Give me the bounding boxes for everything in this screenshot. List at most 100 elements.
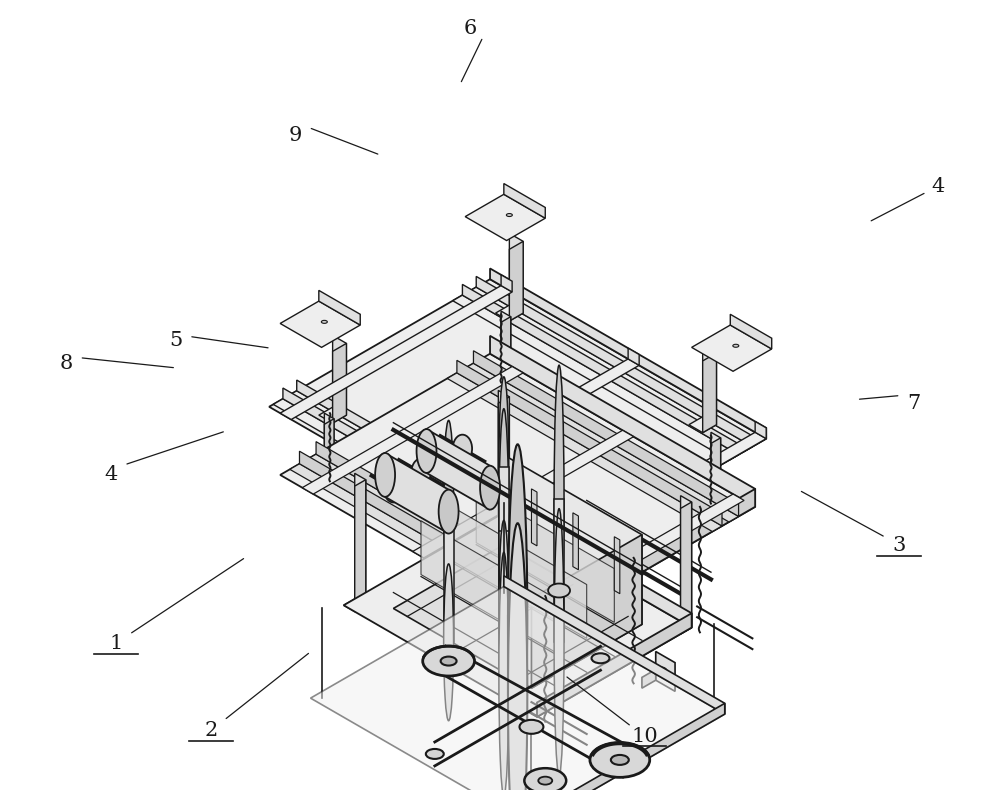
Polygon shape — [537, 613, 692, 717]
Ellipse shape — [657, 669, 663, 672]
Polygon shape — [504, 576, 725, 714]
Ellipse shape — [499, 520, 509, 701]
Polygon shape — [280, 354, 755, 628]
Text: 7: 7 — [907, 394, 920, 413]
Polygon shape — [534, 540, 544, 614]
Ellipse shape — [417, 429, 436, 473]
Ellipse shape — [411, 459, 431, 486]
Polygon shape — [306, 454, 581, 613]
Polygon shape — [755, 422, 766, 439]
Polygon shape — [333, 335, 346, 415]
Ellipse shape — [439, 490, 459, 533]
Polygon shape — [413, 430, 634, 558]
Polygon shape — [311, 587, 725, 791]
Polygon shape — [280, 301, 360, 347]
Polygon shape — [467, 287, 752, 452]
Polygon shape — [681, 496, 692, 627]
Polygon shape — [449, 505, 587, 638]
Polygon shape — [534, 534, 544, 608]
Text: 8: 8 — [60, 354, 73, 373]
Polygon shape — [509, 233, 523, 313]
Polygon shape — [642, 669, 656, 688]
Polygon shape — [444, 499, 454, 642]
Polygon shape — [269, 279, 766, 566]
Polygon shape — [523, 494, 744, 622]
Polygon shape — [355, 479, 366, 611]
Polygon shape — [501, 311, 511, 385]
Polygon shape — [319, 290, 360, 325]
Text: 3: 3 — [892, 536, 905, 554]
Polygon shape — [464, 363, 739, 522]
Polygon shape — [537, 585, 548, 717]
Ellipse shape — [499, 409, 509, 653]
Polygon shape — [628, 348, 639, 365]
Polygon shape — [681, 502, 692, 634]
Ellipse shape — [524, 768, 566, 791]
Text: 9: 9 — [289, 126, 302, 145]
Ellipse shape — [423, 646, 475, 676]
Polygon shape — [531, 535, 642, 688]
Polygon shape — [319, 407, 346, 423]
Ellipse shape — [384, 475, 403, 502]
Polygon shape — [393, 545, 642, 688]
Ellipse shape — [538, 777, 552, 785]
Polygon shape — [730, 314, 772, 349]
Polygon shape — [499, 531, 509, 674]
Ellipse shape — [592, 653, 609, 664]
Text: 2: 2 — [204, 721, 218, 740]
Polygon shape — [549, 547, 559, 564]
Ellipse shape — [499, 552, 509, 791]
Polygon shape — [407, 359, 639, 493]
Polygon shape — [531, 703, 725, 791]
Ellipse shape — [733, 344, 739, 347]
Polygon shape — [743, 436, 752, 452]
Polygon shape — [526, 447, 540, 527]
Polygon shape — [498, 391, 509, 522]
Ellipse shape — [321, 320, 327, 324]
Ellipse shape — [590, 743, 650, 778]
Ellipse shape — [554, 509, 564, 776]
Polygon shape — [526, 455, 540, 535]
Polygon shape — [498, 397, 509, 528]
Polygon shape — [504, 184, 545, 218]
Ellipse shape — [453, 435, 472, 463]
Ellipse shape — [520, 720, 543, 734]
Ellipse shape — [508, 523, 527, 791]
Polygon shape — [297, 380, 573, 551]
Ellipse shape — [499, 377, 509, 557]
Ellipse shape — [548, 451, 554, 454]
Polygon shape — [421, 520, 559, 654]
Polygon shape — [344, 516, 692, 717]
Polygon shape — [290, 464, 565, 623]
Polygon shape — [711, 438, 721, 512]
Polygon shape — [526, 704, 548, 717]
Polygon shape — [465, 195, 545, 240]
Polygon shape — [537, 578, 548, 710]
Polygon shape — [501, 274, 512, 292]
Polygon shape — [462, 285, 739, 455]
Polygon shape — [299, 451, 565, 617]
Polygon shape — [473, 350, 739, 517]
Polygon shape — [689, 417, 716, 433]
Ellipse shape — [444, 564, 454, 721]
Polygon shape — [504, 455, 642, 624]
Polygon shape — [508, 616, 527, 695]
Polygon shape — [509, 241, 523, 321]
Polygon shape — [447, 373, 722, 532]
Polygon shape — [487, 516, 509, 528]
Polygon shape — [563, 539, 573, 556]
Polygon shape — [344, 599, 366, 611]
Text: 1: 1 — [110, 634, 123, 653]
Polygon shape — [280, 286, 512, 419]
Polygon shape — [711, 432, 721, 506]
Polygon shape — [324, 418, 334, 493]
Ellipse shape — [506, 214, 512, 217]
Polygon shape — [729, 444, 739, 460]
Polygon shape — [427, 429, 490, 509]
Polygon shape — [316, 441, 581, 607]
Ellipse shape — [480, 466, 500, 509]
Ellipse shape — [653, 667, 667, 675]
Ellipse shape — [554, 365, 564, 633]
Text: 6: 6 — [463, 20, 477, 39]
Polygon shape — [656, 652, 675, 680]
